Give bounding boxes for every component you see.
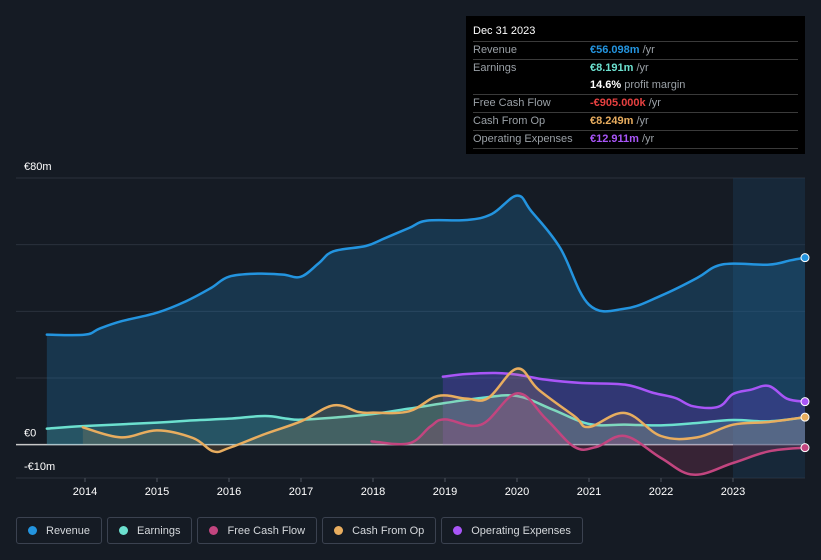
y-tick-label: €0 [24,428,36,440]
x-tick-label: 2022 [649,486,673,498]
x-tick-label: 2015 [145,486,169,498]
revenue-end-marker [800,253,810,263]
legend-item-earnings[interactable]: Earnings [107,517,193,544]
x-tick-label: 2020 [505,486,529,498]
y-tick-label: €80m [24,161,52,173]
x-tick-label: 2023 [721,486,745,498]
tooltip-row-value: 14.6% profit margin [590,79,686,91]
tooltip-row: 14.6% profit margin [473,77,798,95]
x-tick-label: 2014 [73,486,97,498]
legend-dot-icon [119,526,129,535]
legend-label: Revenue [46,524,91,537]
tooltip-row: Free Cash Flow -€905.000k /yr [473,95,798,113]
tooltip-row: Earnings €8.191m /yr [473,60,798,77]
legend-dot-icon [28,526,37,535]
revenue-line [45,194,807,337]
free-cash-flow-end-marker [800,443,810,453]
legend: Revenue Earnings Free Cash Flow Cash From O… [16,517,583,544]
legend-item-cash-from-op[interactable]: Cash From Op [322,517,437,544]
legend-label: Earnings [137,524,181,537]
tooltip-row: Cash From Op €8.249m /yr [473,113,798,131]
tooltip-row-value: €8.191m /yr [590,62,649,74]
tooltip-rows: Revenue €56.098m /yr Earnings €8.191m /yr 14… [473,42,798,149]
tooltip-row-label: Cash From Op [473,115,546,127]
x-tick-label: 2018 [361,486,385,498]
revenue-area [46,195,805,445]
legend-item-free-cash-flow[interactable]: Free Cash Flow [197,517,318,544]
x-tick-label: 2021 [577,486,601,498]
tooltip-row-value: €12.911m /yr [590,133,655,145]
tooltip-row-value: €8.249m /yr [590,115,649,127]
legend-item-revenue[interactable]: Revenue [16,517,103,544]
tooltip-row-label: Free Cash Flow [473,97,551,109]
free-cash-flow-line [370,392,807,476]
legend-item-operating-expenses[interactable]: Operating Expenses [441,517,583,544]
legend-dot-icon [209,526,219,535]
tooltip-row-label: Earnings [473,62,517,74]
x-tick-label: 2019 [433,486,457,498]
free-cash-flow-area [371,393,805,475]
operating-expenses-end-marker [800,397,810,407]
chart: €80m €0 -€10m 2014 2015 2016 2017 2018 2019 2020 2… [16,161,810,498]
grid [16,177,805,479]
x-tick-label: 2017 [289,486,313,498]
earnings-line [45,393,807,430]
legend-dot-icon [453,526,463,535]
tooltip-row-label: Operating Expenses [473,133,573,145]
tooltip-row-label: Revenue [473,44,518,56]
legend-label: Cash From Op [352,524,425,537]
earnings-area [46,395,805,445]
legend-dot-icon [334,526,344,535]
tooltip-row-value: -€905.000k /yr [590,97,661,109]
highlight-region [733,178,805,478]
tooltip-row-value: €56.098m /yr [590,44,655,56]
tooltip-row-label [473,77,590,94]
cash-from-op-line [81,367,807,454]
series-layer [45,194,810,476]
y-tick-label: -€10m [24,461,55,473]
operating-expenses-area [442,372,805,445]
x-tick-label: 2016 [217,486,241,498]
tooltip-row: Operating Expenses €12.911m /yr [473,131,798,149]
tooltip: Dec 31 2023 Revenue €56.098m /yr Earnings €… [466,16,805,154]
tooltip-date: Dec 31 2023 [473,24,798,42]
axes: €80m €0 -€10m 2014 2015 2016 2017 2018 2019 2020 2… [24,161,745,498]
legend-label: Free Cash Flow [227,524,306,537]
tooltip-row: Revenue €56.098m /yr [473,42,798,60]
legend-label: Operating Expenses [471,524,571,537]
cash-from-op-end-marker [800,412,810,422]
cash-from-op-area [82,368,806,453]
operating-expenses-line [441,371,807,410]
